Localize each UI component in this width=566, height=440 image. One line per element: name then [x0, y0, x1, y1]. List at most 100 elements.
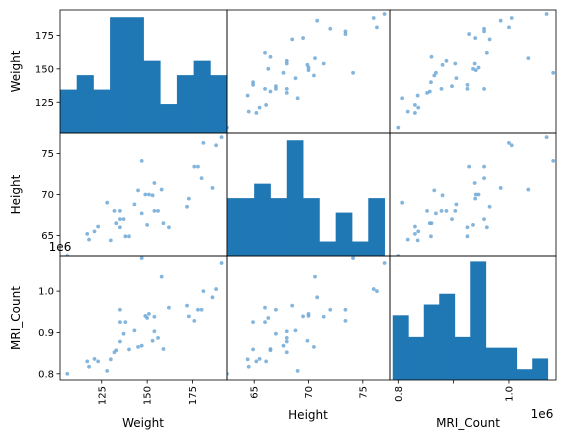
- scatter-point: [65, 371, 70, 376]
- scatter-point: [251, 347, 255, 352]
- panel-mri_count-vs-height: [226, 255, 391, 381]
- scatter-point: [484, 225, 489, 230]
- x-tick-label: 125: [97, 386, 108, 405]
- scatter-point: [268, 347, 273, 351]
- panel-height-vs-mri_count: [389, 132, 557, 257]
- panel-marks: [60, 17, 227, 133]
- scatter-point: [108, 238, 113, 243]
- scatter-point: [118, 225, 122, 230]
- panel-mri_count-vs-mri_count: [389, 255, 557, 381]
- scatter-point: [167, 305, 171, 310]
- scatter-point: [454, 76, 459, 81]
- scatter-point: [227, 371, 229, 376]
- scatter-point: [312, 73, 316, 78]
- scatter-point: [467, 32, 472, 36]
- scatter-point: [440, 193, 445, 198]
- scatter-point: [127, 347, 131, 352]
- scatter-point: [85, 359, 90, 364]
- scatter-point: [429, 80, 433, 85]
- scatter-point: [257, 105, 262, 110]
- scatter-point: [476, 192, 481, 197]
- scatter-point: [315, 18, 320, 23]
- scatter-point: [482, 176, 486, 181]
- scatter-point: [284, 329, 289, 334]
- scatter-point: [472, 181, 477, 185]
- histogram-bar-height: [319, 241, 337, 256]
- panel-marks: [396, 12, 556, 130]
- scatter-point: [487, 204, 492, 209]
- panel-marks: [396, 135, 556, 256]
- scatter-point: [482, 217, 486, 222]
- scatter-point: [266, 66, 271, 71]
- y-tick-label: 175: [35, 31, 54, 42]
- scatter-point: [150, 338, 155, 343]
- scatter-point: [396, 125, 401, 130]
- scatter-point: [112, 209, 117, 213]
- scatter-point: [246, 109, 251, 114]
- histogram-bar-weight: [143, 60, 161, 133]
- scatter-point: [482, 26, 486, 31]
- histogram-bar-mri_count: [392, 315, 409, 380]
- y-axis-label: Height: [9, 174, 23, 214]
- x-tick-label: 175: [188, 386, 199, 405]
- scatter-point: [321, 314, 326, 319]
- scatter-point: [266, 316, 271, 320]
- scatter-point: [136, 345, 140, 349]
- panel-height-vs-weight: [59, 132, 228, 257]
- scatter-point: [139, 343, 144, 348]
- scatter-point: [284, 86, 289, 91]
- scatter-point: [268, 89, 273, 94]
- scatter-point: [65, 254, 70, 256]
- scatter-point: [186, 314, 191, 319]
- scatter-point: [284, 90, 289, 95]
- x-tick-label: 65: [250, 386, 261, 399]
- scatter-point: [156, 335, 160, 340]
- panel-mri_count-vs-weight: [59, 255, 228, 381]
- scatter-point: [465, 225, 470, 230]
- scatter-point: [152, 329, 157, 334]
- scatter-point: [305, 62, 310, 67]
- histogram-bar-height: [254, 183, 271, 256]
- scatter-point: [152, 209, 157, 213]
- scatter-point: [400, 96, 405, 101]
- histogram-bar-height: [227, 198, 239, 256]
- scatter-point: [507, 140, 511, 145]
- scatter-point: [473, 192, 478, 197]
- scatter-point: [434, 211, 438, 216]
- histogram-bar-weight: [176, 75, 194, 133]
- y-tick-label: 1.0: [38, 287, 54, 298]
- scatter-point: [328, 26, 333, 31]
- scatter-point: [118, 307, 122, 312]
- scatter-point: [105, 200, 110, 205]
- scatter-point: [199, 307, 204, 312]
- scatter-point: [526, 187, 531, 192]
- scatter-point: [264, 103, 269, 107]
- histogram-bar-mri_count: [501, 347, 518, 380]
- scatter-point: [139, 158, 144, 163]
- scatter-point: [96, 359, 101, 364]
- y-tick-label: 150: [35, 64, 54, 75]
- scatter-point: [136, 188, 140, 193]
- scatter-point: [118, 209, 122, 213]
- scatter-point: [375, 25, 379, 30]
- scatter-point: [440, 62, 445, 67]
- histogram-bar-height: [335, 212, 353, 256]
- scatter-point: [405, 109, 410, 114]
- scatter-point: [139, 211, 144, 216]
- scatter-point: [147, 311, 151, 316]
- x-axis-label: Height: [288, 408, 328, 422]
- scatter-point: [551, 70, 556, 75]
- scatter-point: [263, 50, 267, 55]
- scatter-point: [413, 224, 417, 229]
- scatter-point: [484, 50, 489, 55]
- scatter-point: [306, 314, 311, 318]
- scatter-point: [454, 202, 459, 207]
- scatter-point: [465, 82, 470, 87]
- scatter-point: [284, 58, 289, 63]
- scatter-point: [487, 37, 492, 42]
- scatter-point: [467, 164, 472, 169]
- scatter-point: [121, 331, 126, 336]
- scatter-point: [156, 209, 160, 213]
- scatter-point: [143, 314, 148, 318]
